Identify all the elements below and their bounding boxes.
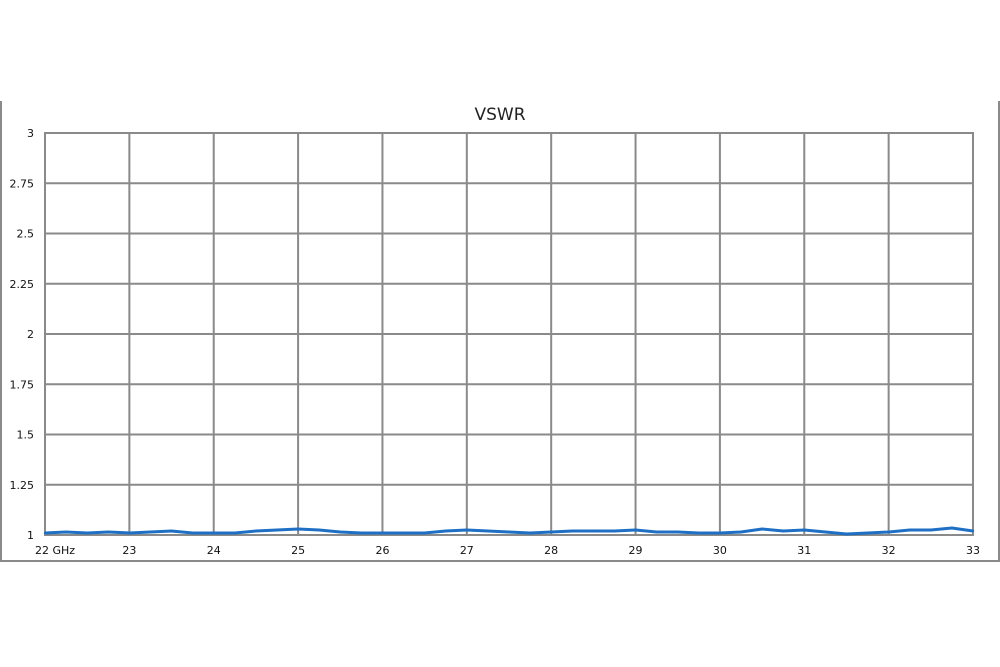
x-tick-label: 31 bbox=[797, 544, 811, 557]
vswr-data-point bbox=[107, 530, 110, 534]
y-tick-label: 2.75 bbox=[10, 177, 35, 190]
vswr-data-point bbox=[212, 531, 215, 535]
vswr-data-point bbox=[64, 530, 68, 534]
vswr-data-point bbox=[275, 528, 279, 532]
vswr-data-point bbox=[170, 529, 173, 533]
y-tick-label: 2.5 bbox=[17, 228, 35, 241]
vswr-data-point bbox=[339, 530, 342, 534]
vswr-data-point bbox=[149, 530, 152, 534]
x-tick-label: 23 bbox=[122, 544, 136, 557]
vswr-data-point bbox=[781, 529, 785, 533]
vswr-data-point bbox=[381, 531, 384, 535]
vswr-data-point bbox=[929, 528, 933, 532]
vswr-data-point bbox=[887, 530, 890, 534]
vswr-data-point bbox=[718, 531, 722, 535]
x-tick-label: 32 bbox=[882, 544, 896, 557]
vswr-data-point bbox=[950, 526, 954, 530]
vswr-data-point bbox=[507, 530, 511, 534]
y-tick-label: 2.25 bbox=[10, 278, 35, 291]
y-tick-label: 2 bbox=[27, 328, 34, 341]
vswr-data-point bbox=[486, 529, 490, 533]
x-tick-label: 26 bbox=[375, 544, 389, 557]
y-tick-label: 1.75 bbox=[10, 378, 35, 391]
y-tick-label: 1.5 bbox=[17, 429, 35, 442]
vswr-data-point bbox=[824, 530, 827, 534]
vswr-data-point bbox=[908, 528, 911, 532]
y-tick-label: 1.25 bbox=[10, 479, 35, 492]
vswr-data-point bbox=[465, 528, 469, 532]
vswr-data-point bbox=[739, 530, 743, 534]
vswr-data-point bbox=[866, 531, 869, 535]
vswr-data-point bbox=[634, 528, 637, 532]
x-tick-label: 28 bbox=[544, 544, 558, 557]
vswr-data-point bbox=[360, 531, 363, 535]
vswr-data-point bbox=[655, 530, 658, 534]
vswr-data-point bbox=[43, 531, 47, 535]
vswr-data-point bbox=[317, 528, 321, 532]
vswr-data-point bbox=[444, 529, 447, 533]
vswr-data-point bbox=[971, 529, 975, 533]
x-tick-label: 27 bbox=[460, 544, 474, 557]
chart-title: VSWR bbox=[474, 105, 526, 125]
vswr-data-point bbox=[128, 531, 131, 535]
vswr-data-point bbox=[592, 529, 595, 533]
vswr-data-point bbox=[676, 530, 679, 534]
vswr-data-point bbox=[191, 531, 194, 535]
x-tick-label: 22 GHz bbox=[35, 544, 75, 557]
vswr-data-point bbox=[845, 532, 848, 536]
vswr-data-point bbox=[528, 531, 532, 535]
vswr-data-point bbox=[760, 527, 764, 531]
vswr-data-point bbox=[423, 531, 426, 535]
vswr-data-point bbox=[254, 529, 258, 533]
chart-frame bbox=[0, 101, 1000, 562]
vswr-data-point bbox=[402, 531, 405, 535]
x-tick-label: 29 bbox=[629, 544, 643, 557]
x-tick-label: 24 bbox=[207, 544, 221, 557]
vswr-data-point bbox=[571, 529, 574, 533]
y-tick-label: 1 bbox=[27, 529, 34, 542]
vswr-data-point bbox=[803, 528, 806, 532]
x-tick-label: 30 bbox=[713, 544, 727, 557]
x-tick-label: 25 bbox=[291, 544, 305, 557]
x-tick-label: 33 bbox=[966, 544, 980, 557]
vswr-data-point bbox=[233, 531, 237, 535]
vswr-data-point bbox=[613, 529, 616, 533]
vswr-data-point bbox=[85, 531, 89, 535]
vswr-data-point bbox=[697, 531, 701, 535]
vswr-data-point bbox=[549, 530, 553, 534]
y-tick-label: 3 bbox=[27, 127, 34, 140]
vswr-data-point bbox=[296, 527, 300, 531]
